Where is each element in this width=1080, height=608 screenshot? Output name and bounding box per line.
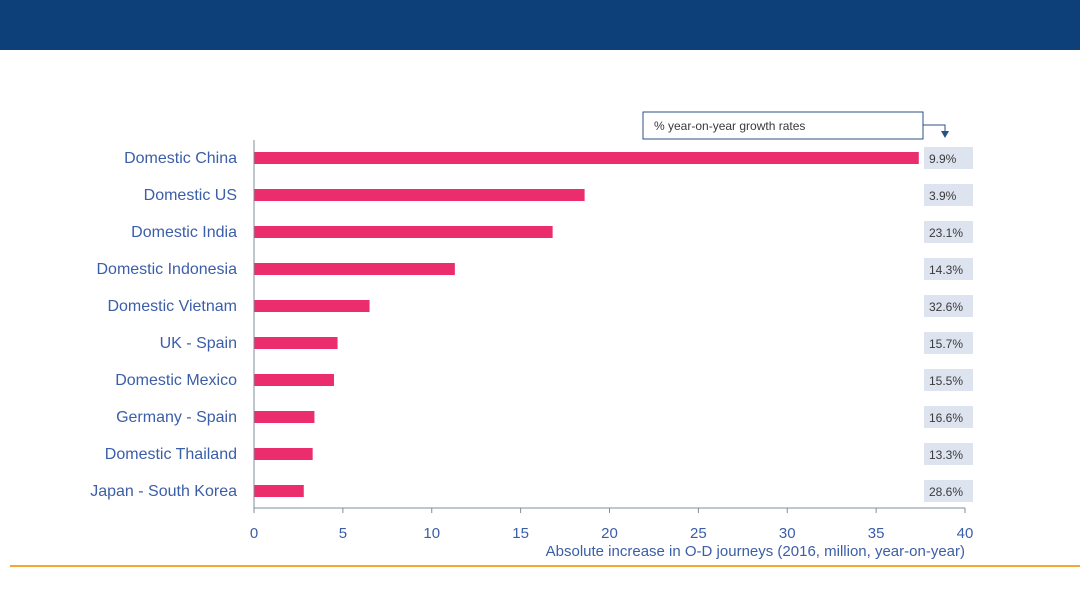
category-labels: Domestic China Domestic US Domestic India D…	[90, 150, 237, 500]
growth-rate-badge	[924, 184, 973, 206]
growth-rate-label: 28.6%	[929, 485, 963, 499]
x-tick-label: 25	[690, 525, 707, 542]
growth-rate-label: 23.1%	[929, 226, 963, 240]
category-label: Germany - Spain	[116, 409, 237, 426]
x-tick-labels: 0 5 10 15 20 25 30 35 40	[250, 508, 974, 542]
bars-group	[254, 152, 919, 497]
bar-9	[254, 485, 304, 497]
category-label: Domestic Indonesia	[96, 261, 237, 278]
x-tick-label: 35	[868, 525, 885, 542]
growth-rate-label: 9.9%	[929, 152, 957, 166]
growth-rate-badge	[924, 480, 973, 502]
growth-rate-badge	[924, 369, 973, 391]
bar-0	[254, 152, 919, 164]
category-label: Domestic China	[124, 150, 237, 167]
x-tick-label: 30	[779, 525, 796, 542]
growth-rate-label: 3.9%	[929, 189, 957, 203]
x-tick-label: 10	[423, 525, 440, 542]
category-label: Domestic US	[144, 187, 237, 204]
growth-rate-badge	[924, 443, 973, 465]
x-tick-label: 5	[339, 525, 347, 542]
footer-line	[10, 565, 1080, 567]
bar-4	[254, 300, 370, 312]
bar-5	[254, 337, 338, 349]
x-tick-label: 40	[957, 525, 974, 542]
growth-rate-badge	[924, 406, 973, 428]
x-axis-label: Absolute increase in O-D journeys (2016,…	[546, 543, 965, 560]
growth-rate-label: 16.6%	[929, 411, 963, 425]
category-label: UK - Spain	[160, 335, 237, 352]
growth-rate-badge	[924, 295, 973, 317]
growth-rate-labels: 9.9% 3.9% 23.1% 14.3% 32.6% 15.7% 15.5% 16.6% 13…	[924, 147, 973, 502]
category-label: Domestic Vietnam	[107, 298, 237, 315]
growth-rate-badge	[924, 332, 973, 354]
category-label: Domestic India	[131, 224, 237, 241]
category-label: Domestic Thailand	[105, 446, 237, 463]
legend-arrow-head	[941, 131, 949, 138]
category-label: Japan - South Korea	[90, 483, 237, 500]
growth-rate-label: 13.3%	[929, 448, 963, 462]
growth-rate-label: 14.3%	[929, 263, 963, 277]
growth-rate-badge	[924, 147, 973, 169]
x-tick-label: 0	[250, 525, 258, 542]
legend-arrow-line	[923, 124, 946, 132]
growth-rate-badge	[924, 221, 973, 243]
legend-text: % year-on-year growth rates	[654, 119, 805, 133]
x-tick-label: 20	[601, 525, 618, 542]
x-tick-label: 15	[512, 525, 529, 542]
bar-8	[254, 448, 313, 460]
bar-6	[254, 374, 334, 386]
bar-3	[254, 263, 455, 275]
legend-frame	[642, 111, 924, 140]
bar-1	[254, 189, 585, 201]
category-label: Domestic Mexico	[115, 372, 237, 389]
bar-2	[254, 226, 553, 238]
growth-rate-label: 32.6%	[929, 300, 963, 314]
bar-7	[254, 411, 315, 423]
header-bar	[0, 0, 1080, 50]
growth-rate-label: 15.5%	[929, 374, 963, 388]
growth-rate-label: 15.7%	[929, 337, 963, 351]
legend-box: % year-on-year growth rates	[642, 111, 949, 140]
growth-rate-badge	[924, 258, 973, 280]
